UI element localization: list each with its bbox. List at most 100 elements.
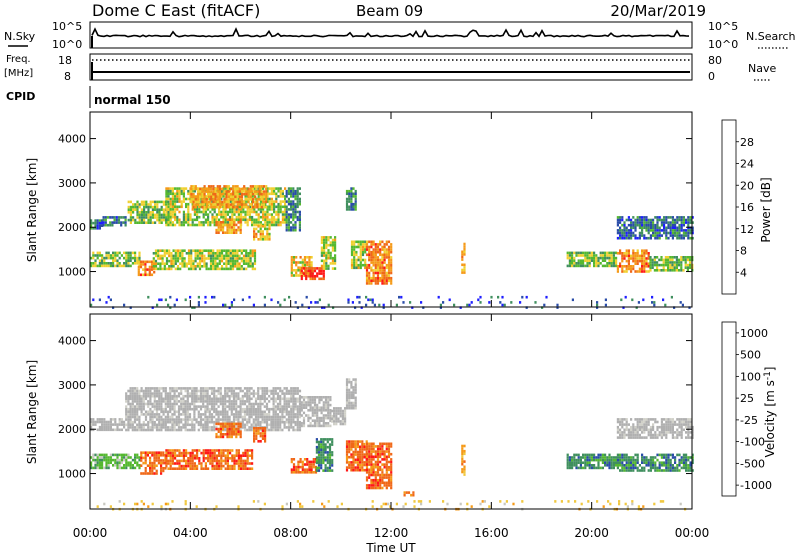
scatter-cell <box>156 216 159 219</box>
scatter-cell <box>107 264 110 268</box>
scatter-cell <box>448 298 451 302</box>
scatter-cell <box>165 462 168 465</box>
scatter-cell <box>246 213 249 216</box>
scatter-cell <box>678 226 681 230</box>
scatter-cell <box>213 221 216 224</box>
scatter-cell <box>216 254 219 258</box>
scatter-cell <box>149 221 152 224</box>
scatter-cell <box>294 195 297 198</box>
scatter-cell <box>177 394 181 398</box>
scatter-cell <box>105 264 108 268</box>
scatter-cell <box>247 200 250 204</box>
scatter-cell <box>175 420 178 424</box>
scatter-cell <box>169 208 172 211</box>
scatter-cell <box>387 253 391 257</box>
scatter-cell <box>157 461 160 465</box>
scatter-cell <box>127 218 130 222</box>
scatter-cell <box>306 261 309 264</box>
scatter-cell <box>229 208 232 211</box>
scatter-cell <box>129 213 132 217</box>
scatter-cell <box>276 420 280 424</box>
scatter-cell <box>400 295 403 299</box>
scatter-cell <box>385 256 388 259</box>
scatter-cell <box>616 265 619 268</box>
scatter-cell <box>228 400 231 403</box>
scatter-cell <box>109 461 112 464</box>
scatter-cell <box>127 410 130 414</box>
scatter-cell <box>294 208 297 211</box>
scatter-cell <box>216 205 219 209</box>
scatter-cell <box>228 402 231 406</box>
scatter-cell <box>118 464 121 467</box>
scatter-cell <box>669 258 672 262</box>
scatter-cell <box>204 457 207 460</box>
scatter-cell <box>350 253 354 257</box>
scatter-cell <box>222 427 225 431</box>
scatter-cell <box>321 306 324 309</box>
scatter-cell <box>179 267 182 271</box>
scatter-cell <box>123 464 126 467</box>
scatter-cell <box>239 425 242 428</box>
scatter-cell <box>680 236 683 240</box>
scatter-cell <box>573 259 576 262</box>
scatter-cell <box>171 426 174 429</box>
scatter-cell <box>115 218 118 222</box>
scatter-cell <box>139 273 143 277</box>
scatter-cell <box>285 221 288 224</box>
scatter-cell <box>632 234 635 237</box>
scatter-cell <box>309 272 312 275</box>
scatter-cell <box>165 195 168 198</box>
scatter-cell <box>263 394 266 398</box>
scatter-cell <box>582 262 585 265</box>
scatter-cell <box>643 249 646 252</box>
scatter-cell <box>138 211 141 214</box>
scatter-cell <box>131 402 134 406</box>
scatter-cell <box>178 449 181 452</box>
scatter-cell <box>240 454 243 457</box>
scatter-cell <box>298 210 301 214</box>
scatter-cell <box>187 215 190 219</box>
scatter-cell <box>133 428 137 432</box>
scatter-cell <box>96 458 99 462</box>
scatter-cell <box>678 234 681 237</box>
scatter-cell <box>112 428 115 432</box>
scatter-cell <box>140 454 143 457</box>
scatter-cell <box>101 420 104 424</box>
scatter-cell <box>102 216 105 219</box>
scatter-cell <box>245 203 248 206</box>
scatter-cell <box>171 413 174 416</box>
scatter-cell <box>582 259 585 262</box>
scatter-cell <box>348 399 351 402</box>
scatter-cell <box>254 397 258 401</box>
scatter-cell <box>107 464 110 467</box>
scatter-cell <box>187 205 190 209</box>
scatter-cell <box>213 407 216 411</box>
scatter-cell <box>325 236 328 239</box>
scatter-cell <box>604 254 607 257</box>
scatter-cell <box>352 393 355 397</box>
scatter-cell <box>224 405 227 408</box>
scatter-cell <box>660 234 663 237</box>
scatter-cell <box>240 464 243 468</box>
scatter-cell <box>290 471 293 474</box>
scatter-cell <box>237 430 240 433</box>
scatter-cell <box>295 269 298 272</box>
scatter-cell <box>213 215 216 219</box>
scatter-cell <box>669 216 672 219</box>
scatter-cell <box>292 213 295 216</box>
scatter-cell <box>177 400 181 403</box>
scatter-cell <box>276 423 280 427</box>
scatter-cell <box>284 215 287 219</box>
scatter-cell <box>244 462 247 465</box>
scatter-cell <box>671 258 674 262</box>
scatter-cell <box>285 226 288 229</box>
scatter-cell <box>303 256 307 259</box>
scatter-cell <box>241 397 244 401</box>
scatter-cell <box>235 426 238 429</box>
scatter-cell <box>298 415 302 419</box>
scatter-cell <box>127 208 130 211</box>
scatter-cell <box>359 245 362 249</box>
scatter-cell <box>107 295 110 299</box>
scatter-cell <box>242 464 245 468</box>
scatter-cell <box>307 272 310 275</box>
